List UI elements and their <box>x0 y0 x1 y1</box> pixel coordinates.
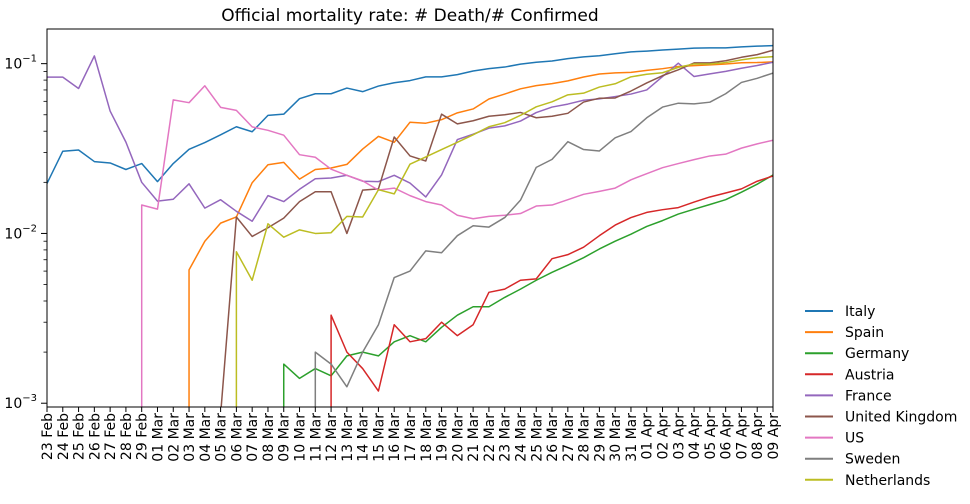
series-line-4 <box>47 55 773 222</box>
x-tick-label: 07 Mar <box>245 413 261 462</box>
y-tick-label: 10−2 <box>4 223 37 242</box>
x-tick-label: 28 Mar <box>577 413 593 462</box>
y-axis: 10−1 10−2 10−3 <box>4 54 47 412</box>
x-tick-label: 06 Apr <box>719 413 735 460</box>
legend-label: Netherlands <box>845 473 930 489</box>
plot-frame <box>46 28 774 408</box>
y-tick-label: 10−1 <box>4 54 37 73</box>
x-tick-label: 15 Mar <box>371 413 387 462</box>
x-tick-label: 04 Mar <box>198 413 214 462</box>
x-tick-label: 05 Apr <box>703 413 719 460</box>
y-tick-label: 10−3 <box>4 393 37 412</box>
x-tick-label: 28 Feb <box>119 413 135 460</box>
x-tick-label: 03 Mar <box>182 413 198 462</box>
legend: Italy Spain Germany Austria France United Kin… <box>805 304 957 489</box>
x-tick-label: 30 Mar <box>608 413 624 462</box>
x-tick-label: 08 Mar <box>261 413 277 462</box>
x-tick-label: 21 Mar <box>466 413 482 462</box>
x-tick-label: 27 Feb <box>103 413 119 460</box>
x-tick-label: 23 Mar <box>498 413 514 462</box>
x-tick-label: 06 Mar <box>229 413 245 462</box>
x-tick-label: 18 Mar <box>419 413 435 462</box>
x-axis: 23 Feb 24 Feb 25 Feb 26 Feb 27 Feb 28 Feb 29 F… <box>40 407 782 462</box>
x-tick-label: 12 Mar <box>324 413 340 462</box>
plot-lines <box>47 44 773 407</box>
x-tick-label: 25 Mar <box>529 413 545 462</box>
x-tick-label: 02 Mar <box>166 413 182 462</box>
x-tick-label: 23 Feb <box>40 413 56 460</box>
x-tick-label: 07 Apr <box>734 413 750 460</box>
x-tick-label: 09 Apr <box>766 413 782 460</box>
series-line-2 <box>282 174 773 407</box>
series-line-7 <box>314 72 773 407</box>
x-tick-label: 05 Mar <box>214 413 230 462</box>
x-tick-label: 31 Mar <box>624 413 640 462</box>
x-tick-label: 10 Mar <box>293 413 309 462</box>
x-tick-label: 17 Mar <box>403 413 419 462</box>
x-tick-label: 16 Mar <box>387 413 403 462</box>
x-tick-label: 26 Feb <box>87 413 103 460</box>
x-tick-label: 14 Mar <box>356 413 372 462</box>
series-line-8 <box>235 55 773 407</box>
x-tick-label: 24 Feb <box>56 413 72 460</box>
legend-label: Austria <box>845 367 894 383</box>
x-tick-label: 03 Apr <box>671 413 687 460</box>
series-line-3 <box>330 175 773 407</box>
x-tick-label: 22 Mar <box>482 413 498 462</box>
legend-label: Sweden <box>845 452 900 468</box>
chart-title: Official mortality rate: # Death/# Confi… <box>221 6 598 26</box>
legend-label: United Kingdom <box>845 410 957 426</box>
x-tick-label: 29 Feb <box>135 413 151 460</box>
series-line-5 <box>220 49 773 407</box>
x-tick-label: 04 Apr <box>687 413 703 460</box>
legend-label: France <box>845 388 892 404</box>
x-tick-label: 19 Mar <box>435 413 451 462</box>
series-line-1 <box>188 61 773 407</box>
x-tick-label: 09 Mar <box>277 413 293 462</box>
x-tick-label: 27 Mar <box>561 413 577 462</box>
series-line-6 <box>140 85 773 407</box>
x-tick-label: 26 Mar <box>545 413 561 462</box>
x-tick-label: 01 Mar <box>150 413 166 462</box>
legend-label: Spain <box>845 325 884 341</box>
x-tick-label: 08 Apr <box>750 413 766 460</box>
x-tick-label: 02 Apr <box>656 413 672 460</box>
x-tick-label: 11 Mar <box>308 413 324 462</box>
legend-label: Italy <box>845 304 875 320</box>
x-tick-label: 24 Mar <box>513 413 529 462</box>
x-tick-label: 20 Mar <box>450 413 466 462</box>
x-tick-label: 25 Feb <box>72 413 88 460</box>
legend-label: Germany <box>845 346 909 362</box>
legend-label: US <box>845 431 864 447</box>
x-tick-label: 01 Apr <box>640 413 656 460</box>
x-tick-label: 13 Mar <box>340 413 356 462</box>
series-line-0 <box>47 44 773 184</box>
x-tick-label: 29 Mar <box>592 413 608 462</box>
